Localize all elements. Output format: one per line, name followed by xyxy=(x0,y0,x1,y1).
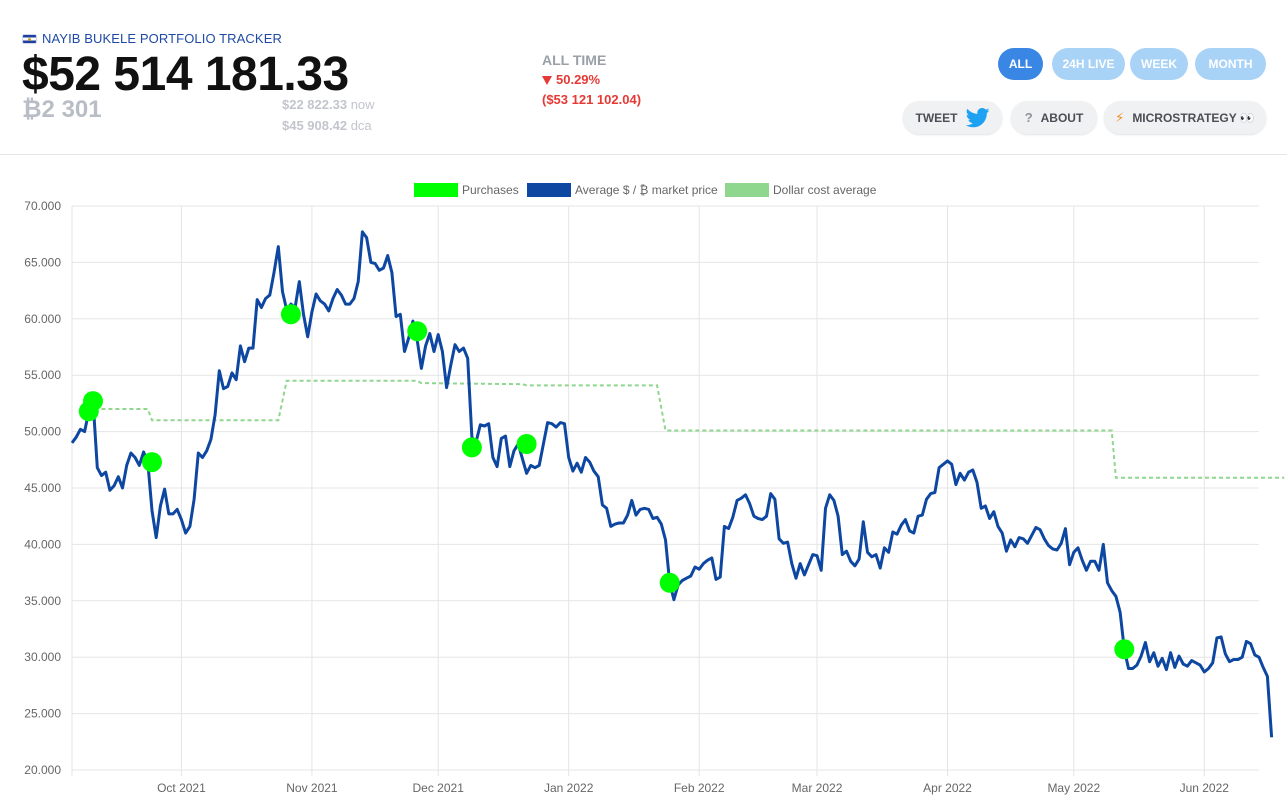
price-chart: Purchases Average $ / ₿ market price Dol… xyxy=(24,183,1285,795)
twitter-bird-icon xyxy=(965,107,989,127)
x-tick-label: Jan 2022 xyxy=(544,781,594,795)
y-tick-label: 20.000 xyxy=(24,763,61,777)
microstrategy-label: MICROSTRATEGY 👀 xyxy=(1132,110,1255,125)
y-tick-label: 70.000 xyxy=(24,199,61,213)
y-tick-label: 40.000 xyxy=(24,537,61,551)
range-24h-live-button[interactable]: 24H LIVE xyxy=(1052,48,1125,80)
lightning-icon: ⚡ xyxy=(1115,109,1125,125)
price-now-label: now xyxy=(350,97,375,112)
purchase-point[interactable] xyxy=(142,452,162,473)
purchase-point[interactable] xyxy=(516,434,537,454)
btc-holdings: ₿2 301 xyxy=(22,96,102,123)
x-tick-label: Nov 2021 xyxy=(286,781,338,795)
portfolio-total-value: $52 514 181.33 xyxy=(22,48,349,101)
purchase-point[interactable] xyxy=(407,321,428,342)
alltime-pct: 50.29% xyxy=(556,72,601,87)
alltime-diff: ($53 121 102.04) xyxy=(542,92,642,107)
x-axis-labels: Oct 2021 Nov 2021 Dec 2021 Jan 2022 Feb 2022… xyxy=(157,781,1229,795)
x-tick-label: Apr 2022 xyxy=(923,781,972,795)
alltime-performance: ALL TIME 50.29% ($53 121 102.04) xyxy=(542,50,641,110)
purchase-point[interactable] xyxy=(659,572,680,593)
purchase-point[interactable] xyxy=(461,437,482,458)
legend-swatch-dca xyxy=(725,183,769,197)
y-tick-label: 50.000 xyxy=(24,425,61,439)
chart-grid xyxy=(71,205,1259,776)
price-now: $22 822.33 xyxy=(282,97,348,112)
y-tick-label: 60.000 xyxy=(24,312,61,326)
y-tick-label: 45.000 xyxy=(24,481,61,495)
market-price-line xyxy=(70,230,1274,738)
x-tick-label: Jun 2022 xyxy=(1180,781,1230,795)
y-tick-label: 35.000 xyxy=(24,594,61,608)
range-month-button[interactable]: MONTH xyxy=(1195,48,1266,80)
y-axis-labels: 20.000 25.000 30.000 35.000 40.000 45.000 50.0… xyxy=(24,199,61,777)
price-dca: $45 908.42 xyxy=(282,118,348,133)
microstrategy-button[interactable]: ⚡ MICROSTRATEGY 👀 xyxy=(1104,101,1266,134)
x-tick-label: Mar 2022 xyxy=(792,781,843,795)
range-all-button[interactable]: ALL xyxy=(998,48,1043,80)
x-tick-label: Dec 2021 xyxy=(413,781,465,795)
about-button[interactable]: ? ABOUT xyxy=(1011,101,1097,134)
alltime-label: ALL TIME xyxy=(542,52,607,68)
x-tick-label: May 2022 xyxy=(1047,781,1100,795)
legend-label-purchases: Purchases xyxy=(462,183,519,197)
tweet-button[interactable]: TWEET xyxy=(903,101,1002,134)
legend-swatch-market-price xyxy=(527,183,571,197)
down-triangle-icon xyxy=(542,76,552,86)
y-tick-label: 25.000 xyxy=(24,707,61,721)
legend-label-dca: Dollar cost average xyxy=(773,183,877,197)
el-salvador-flag-icon xyxy=(22,33,37,44)
range-week-button[interactable]: WEEK xyxy=(1130,48,1188,80)
chart-legend: Purchases Average $ / ₿ market price Dol… xyxy=(414,183,877,197)
x-tick-label: Feb 2022 xyxy=(674,781,725,795)
x-tick-label: Oct 2021 xyxy=(157,781,206,795)
price-now-row: $22 822.33 now xyxy=(282,94,375,115)
question-icon: ? xyxy=(1024,110,1033,125)
purchase-point[interactable] xyxy=(280,304,301,325)
tweet-label: TWEET xyxy=(915,110,958,125)
price-dca-row: $45 908.42 dca xyxy=(282,115,375,136)
y-tick-label: 30.000 xyxy=(24,650,61,664)
legend-label-market-price: Average $ / ₿ market price xyxy=(575,183,718,197)
y-tick-label: 65.000 xyxy=(24,255,61,269)
purchase-point[interactable] xyxy=(83,391,103,412)
legend-swatch-purchases xyxy=(414,183,458,197)
brand: NAYIB BUKELE PORTFOLIO TRACKER xyxy=(22,31,282,46)
price-dca-label: dca xyxy=(350,118,372,133)
y-tick-label: 55.000 xyxy=(24,368,61,382)
brand-title: NAYIB BUKELE PORTFOLIO TRACKER xyxy=(42,31,282,46)
header: NAYIB BUKELE PORTFOLIO TRACKER $52 514 1… xyxy=(0,0,1287,155)
price-summary: $22 822.33 now $45 908.42 dca xyxy=(282,94,375,136)
chart-series xyxy=(70,230,1285,738)
dca-line xyxy=(80,379,1285,479)
alltime-pct-row: 50.29% xyxy=(542,70,641,90)
about-label: ABOUT xyxy=(1040,110,1084,125)
purchase-point[interactable] xyxy=(1114,639,1135,660)
